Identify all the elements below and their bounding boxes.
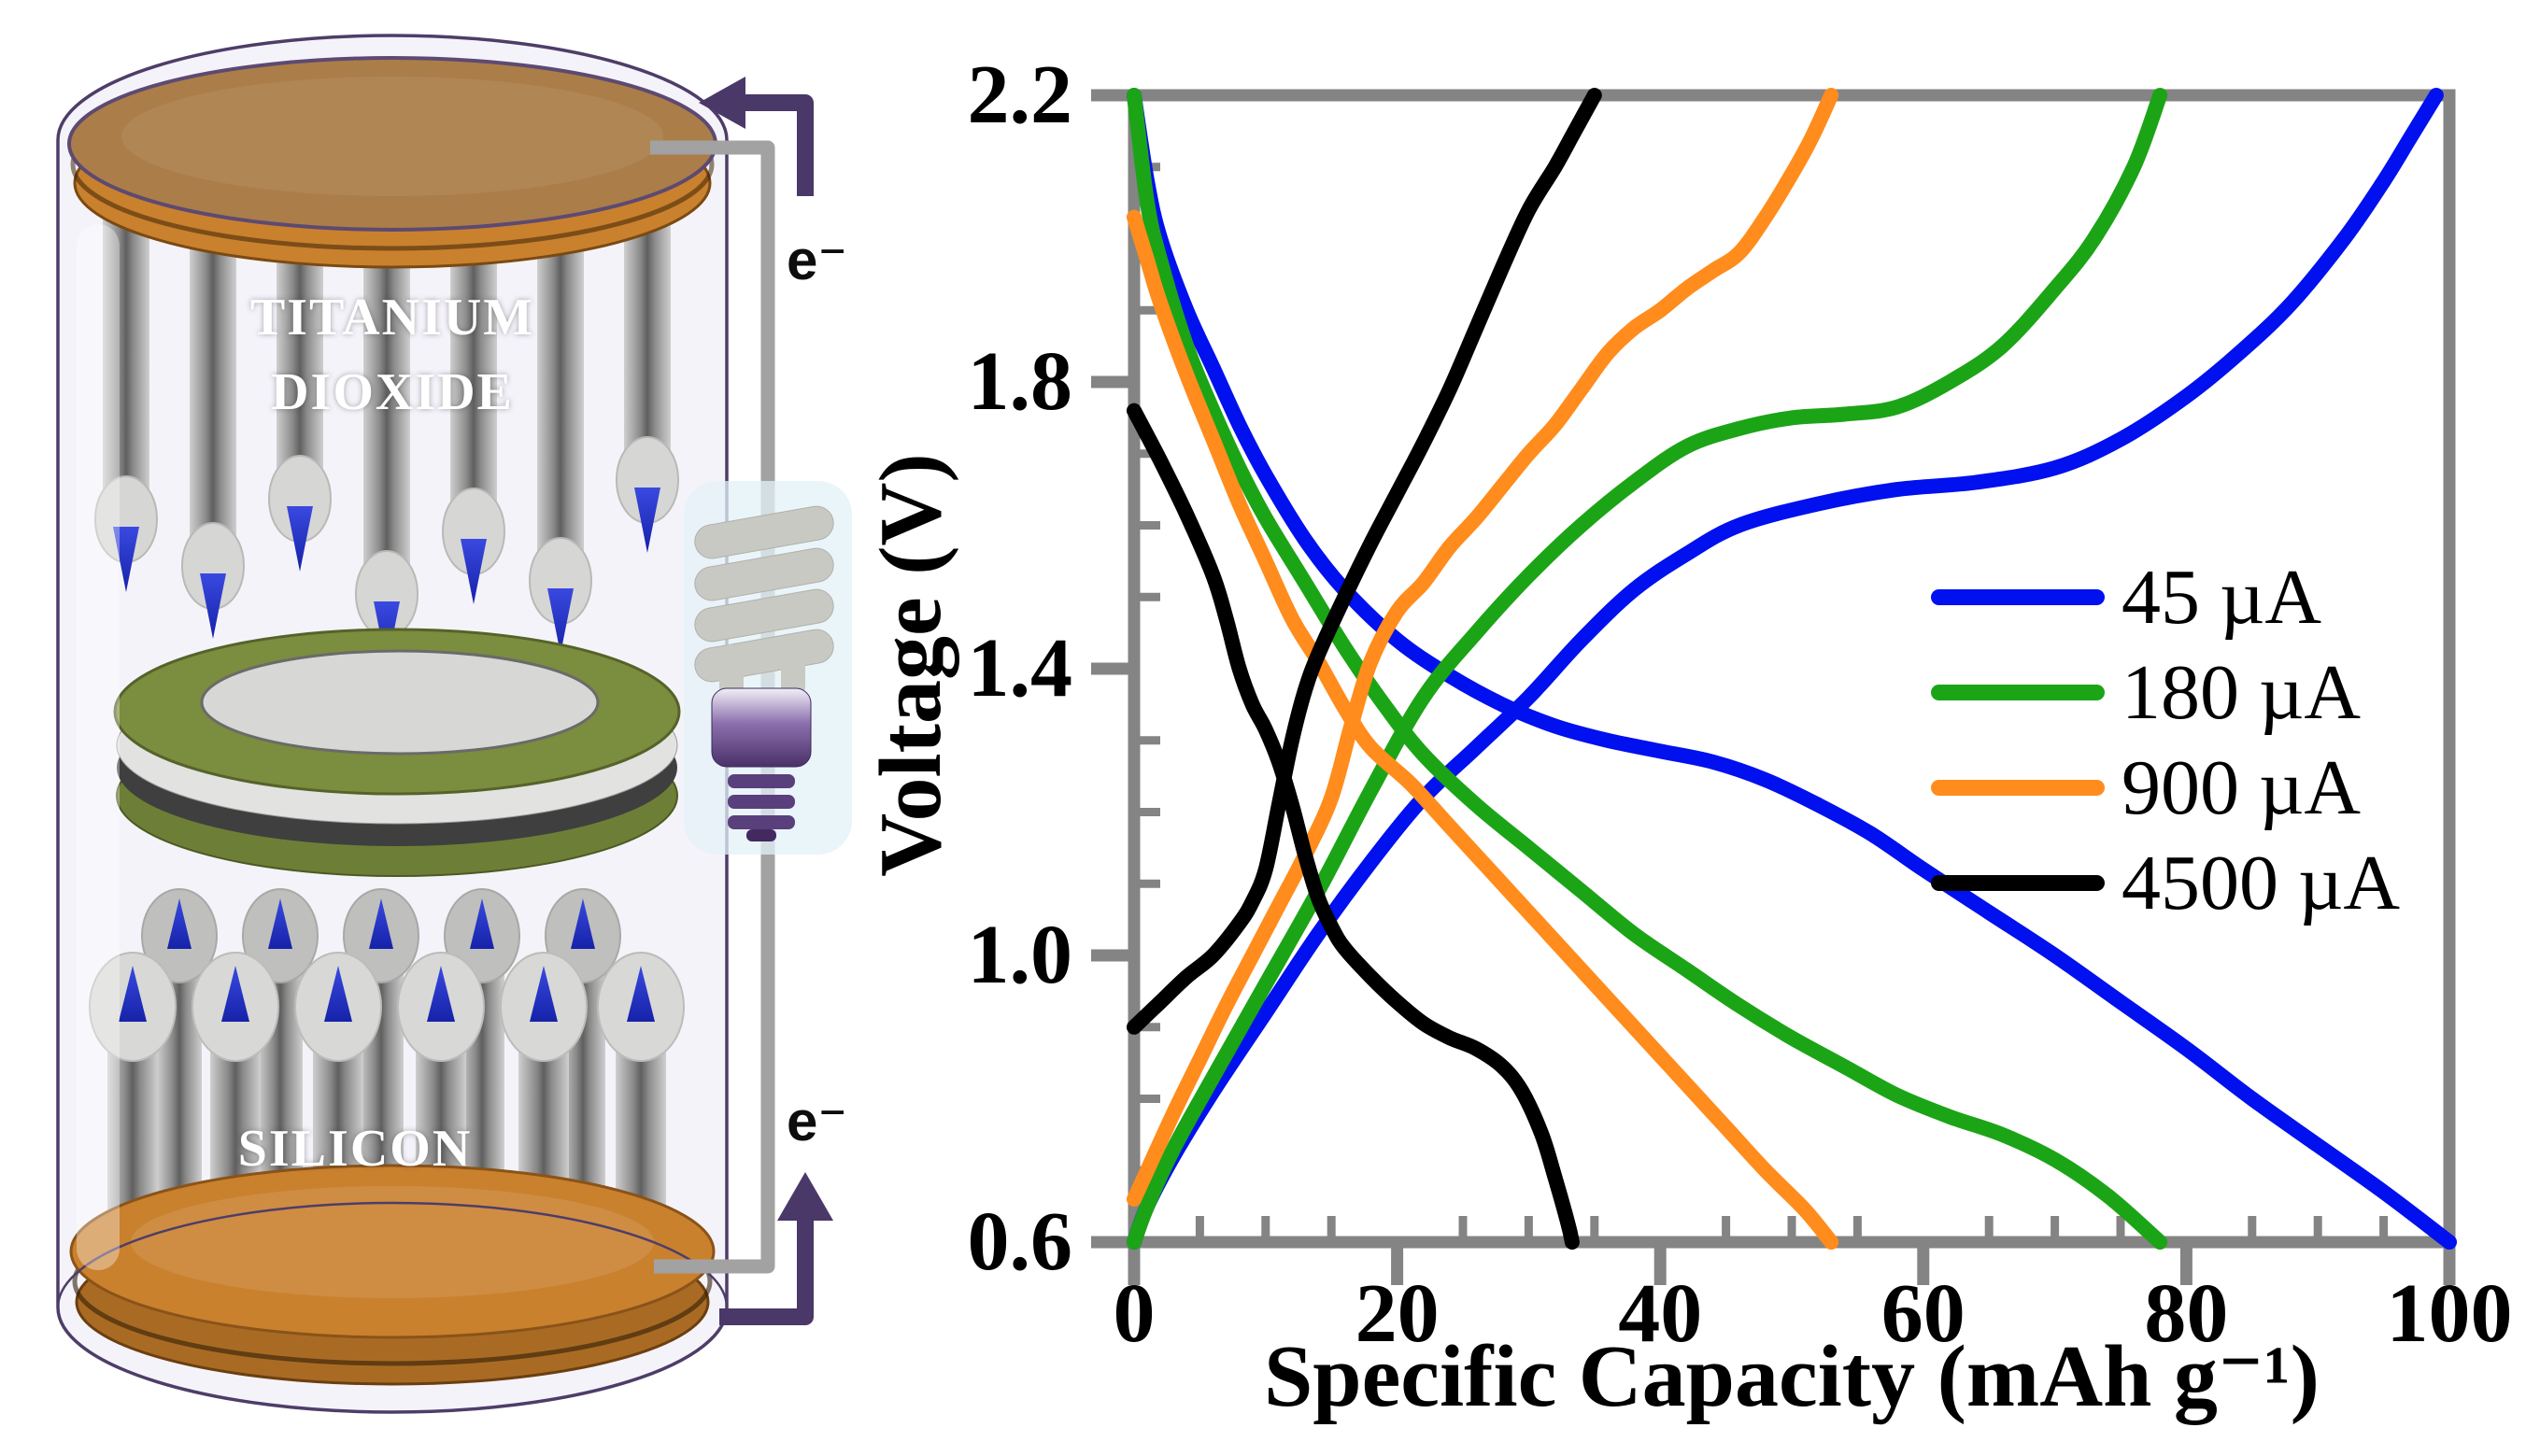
blue-tip-icon — [634, 488, 660, 553]
blue-tip-icon — [530, 966, 558, 1022]
tio2-nanotube — [450, 207, 497, 520]
tio2-nanotube-array — [94, 207, 679, 667]
glass-bottom-rim — [56, 1201, 729, 1414]
tio2-nanotube — [363, 207, 410, 583]
arrow-head-left-icon — [699, 77, 745, 129]
blue-tip-icon — [571, 898, 595, 949]
bulb-thread — [728, 795, 795, 809]
legend-swatch — [1931, 874, 2105, 891]
legend-label: 4500 µA — [2122, 839, 2401, 926]
battery-cell-diagram — [56, 34, 852, 1414]
bulb-coil-segment — [694, 505, 834, 559]
bulb-coil-segment — [694, 547, 834, 601]
legend-item-4500-ua: 4500 µA — [1931, 835, 2400, 930]
top-electrode-label: TITANIUM DIOXIDE — [89, 280, 696, 430]
voltage-capacity-chart — [1091, 88, 2457, 1285]
bulb-contact — [746, 829, 776, 841]
legend-label: 900 µA — [2122, 743, 2362, 831]
electron-flow-arrow-bottom — [719, 1172, 833, 1325]
y-axis-tick-label: 1.4 — [967, 622, 1073, 714]
bulb-coil-segment — [694, 588, 834, 643]
separator-ring — [113, 628, 681, 877]
blue-tip-icon — [461, 539, 487, 604]
blue-tip-icon — [627, 966, 655, 1022]
tio2-nanotube — [624, 207, 671, 469]
electron-flow-arrow-top — [699, 77, 814, 196]
x-axis-tick-label: 100 — [2386, 1267, 2513, 1360]
blue-tip-icon — [427, 966, 455, 1022]
legend-item-900-ua: 900 µA — [1931, 740, 2400, 835]
legend-label: 45 µA — [2122, 553, 2322, 641]
legend-swatch — [1931, 588, 2105, 605]
plot-border — [1128, 89, 2456, 1249]
top-electrode-label-line1: TITANIUM — [249, 289, 535, 346]
x-axis-tick-label: 20 — [1355, 1267, 1440, 1360]
bottom-current-collector-cap — [69, 1164, 716, 1386]
y-axis-tick-label: 1.8 — [967, 335, 1073, 428]
tio2-nanotube — [277, 207, 323, 488]
curves-layer — [1127, 88, 2457, 1250]
bulb-thread — [728, 774, 795, 788]
y-axis-tick-label: 0.6 — [967, 1195, 1073, 1288]
legend-swatch — [1931, 684, 2105, 700]
blue-tip-icon — [119, 966, 147, 1022]
x-axis-tick-label: 60 — [1880, 1267, 1965, 1360]
top-electrode-label-line2: DIOXIDE — [271, 363, 514, 421]
electron-label-bottom: e⁻ — [787, 1090, 848, 1152]
light-bulb-icon — [684, 481, 852, 855]
blue-tip-icon — [287, 506, 313, 572]
legend-swatch — [1931, 779, 2105, 796]
blue-tip-icon — [200, 573, 226, 639]
silicon-nanowire-array — [89, 888, 685, 1261]
series-4500-ua-charge-curve — [1127, 88, 1602, 1035]
top-current-collector-cap — [67, 56, 717, 269]
series-45-ua-charge-curve — [1127, 88, 2444, 1250]
legend-label: 180 µA — [2122, 648, 2362, 736]
tio2-nanotube — [537, 207, 584, 570]
blue-tip-icon — [324, 966, 352, 1022]
series-180-ua-charge-curve — [1127, 88, 2168, 1250]
blue-tip-icon — [547, 588, 574, 654]
series-180-ua-discharge-curve — [1127, 88, 2168, 1250]
blue-tip-icon — [221, 966, 249, 1022]
bulb-thread — [728, 815, 795, 829]
blue-tip-icon — [470, 898, 494, 949]
series-45-ua-discharge-curve — [1127, 88, 2457, 1250]
blue-tip-icon — [167, 898, 192, 949]
blue-tip-icon — [113, 527, 139, 592]
legend-item-180-ua: 180 µA — [1931, 644, 2400, 740]
x-axis-tick-label: 40 — [1618, 1267, 1703, 1360]
series-4500-ua-discharge-curve — [1127, 403, 1580, 1250]
legend-item-45-ua: 45 µA — [1931, 549, 2400, 644]
series-900-ua-discharge-curve — [1127, 209, 1839, 1250]
glass-highlight — [77, 224, 120, 1270]
blue-tip-icon — [268, 898, 292, 949]
bulb-base — [711, 687, 812, 768]
y-axis-tick-label: 1.0 — [967, 909, 1073, 1001]
tio2-nanotube — [103, 207, 149, 508]
bottom-electrode-label: SILICON — [237, 1120, 473, 1178]
series-900-ua-charge-curve — [1127, 88, 1839, 1207]
electron-label-top: e⁻ — [787, 229, 848, 291]
arrow-head-up-icon — [777, 1172, 833, 1221]
x-axis-tick-label: 0 — [1113, 1267, 1156, 1360]
chart-legend: 45 µA 180 µA 900 µA 4500 µA — [1931, 549, 2400, 930]
x-axis-title: Specific Capacity (mAh g⁻¹) — [1264, 1328, 2320, 1425]
blue-tip-icon — [369, 898, 393, 949]
y-axis-tick-label: 2.2 — [967, 49, 1073, 141]
x-axis-tick-label: 80 — [2144, 1267, 2229, 1360]
tio2-nanotube — [190, 207, 236, 555]
